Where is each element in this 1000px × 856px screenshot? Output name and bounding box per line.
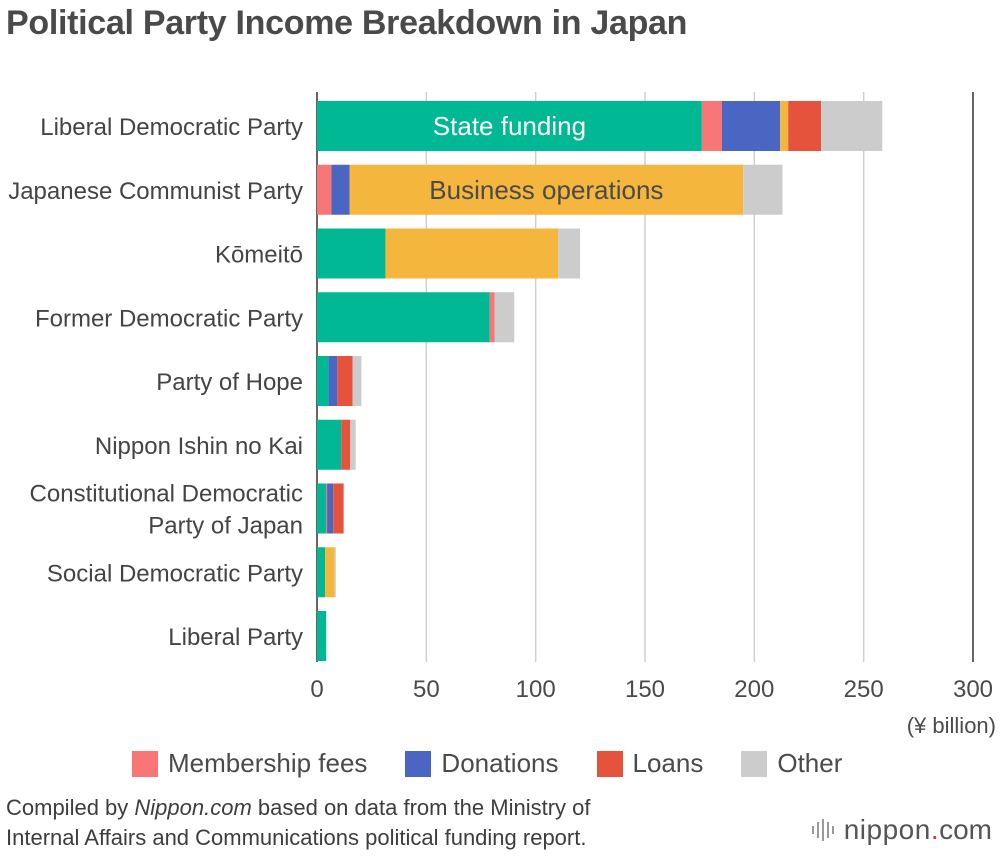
source-line-2: Internal Affairs and Communications poli… xyxy=(6,825,587,850)
x-tick-label: 200 xyxy=(734,676,774,703)
bar-segment xyxy=(317,419,342,470)
bar-segment xyxy=(325,547,335,598)
bar-segment xyxy=(821,101,883,151)
x-tick-label: 100 xyxy=(516,676,556,703)
legend-label: Other xyxy=(777,748,843,778)
source-note: Compiled by Nippon.com based on data fro… xyxy=(6,793,591,853)
legend: Membership fees Donations Loans Other xyxy=(132,748,842,779)
category-label: Social Democratic Party xyxy=(47,560,303,587)
legend-item-membership-fees: Membership fees xyxy=(132,748,367,779)
bar-segment xyxy=(317,164,332,215)
x-tick-label: 250 xyxy=(844,676,884,703)
bar-segment xyxy=(317,547,326,598)
bar-segment xyxy=(385,228,559,279)
x-axis-unit: (¥ billion) xyxy=(907,713,996,738)
source-line1-rest: based on data from the Ministry of xyxy=(251,795,591,820)
legend-swatch xyxy=(405,750,432,777)
bar-segment xyxy=(343,483,345,534)
bar-segment xyxy=(325,483,328,534)
x-tick-label: 300 xyxy=(953,676,993,703)
category-label: Former Democratic Party xyxy=(35,305,303,332)
bar-segment xyxy=(317,611,327,661)
category-label: Liberal Democratic Party xyxy=(40,114,303,141)
bar-segment xyxy=(352,356,362,406)
legend-item-donations: Donations xyxy=(405,748,559,779)
bar-segment xyxy=(317,483,326,534)
stacked-bar-chart: State funding Business operations Liberal… xyxy=(8,92,996,738)
bar-segment xyxy=(341,419,351,470)
bar-segment xyxy=(331,164,350,215)
inline-series-label: State funding xyxy=(433,111,586,141)
bar-segment xyxy=(721,101,781,151)
legend-label: Membership fees xyxy=(168,748,368,778)
legend-swatch xyxy=(132,750,158,777)
legend-swatch xyxy=(741,750,768,777)
inline-series-label: Business operations xyxy=(429,175,663,205)
legend-swatch xyxy=(596,750,623,777)
category-label: Constitutional Democratic xyxy=(30,481,303,508)
bar-segment xyxy=(317,228,386,279)
nippon-logo: nippon.com xyxy=(810,814,992,846)
bar-segment xyxy=(743,164,783,215)
category-label: Liberal Party xyxy=(168,624,303,651)
chart-title: Political Party Income Breakdown in Japa… xyxy=(6,4,688,42)
bar-segment xyxy=(701,101,722,151)
x-tick-label: 150 xyxy=(625,676,665,703)
bar-segment xyxy=(337,356,353,406)
bar-segment xyxy=(350,419,356,470)
sound-wave-icon xyxy=(811,819,834,841)
bar-segment xyxy=(317,292,490,343)
bar-segment xyxy=(349,164,744,215)
bar-segment xyxy=(327,483,334,534)
legend-label: Loans xyxy=(632,748,704,778)
bar-segment xyxy=(494,292,515,343)
bar-segment xyxy=(317,101,702,151)
bar-segment xyxy=(328,356,338,406)
bar-segment xyxy=(780,101,789,151)
bar-segment xyxy=(334,547,336,598)
bar-segment xyxy=(333,483,344,534)
category-labels: Liberal Democratic Party Japanese Communi… xyxy=(8,114,303,651)
x-tick-labels: 0 50 100 150 200 250 300 xyxy=(310,676,993,703)
logo-com: com xyxy=(939,814,992,845)
source-prefix: Compiled by xyxy=(6,795,135,820)
bar-segment xyxy=(788,101,822,151)
bars xyxy=(317,101,883,661)
bar-segment xyxy=(489,292,495,343)
inline-labels: State funding Business operations xyxy=(429,111,663,205)
source-site: Nippon.com xyxy=(134,795,252,820)
category-label: Nippon Ishin no Kai xyxy=(95,433,303,460)
bar-segment xyxy=(558,228,581,279)
bar-segment xyxy=(317,356,329,406)
legend-label: Donations xyxy=(441,748,559,778)
legend-item-loans: Loans xyxy=(596,748,704,779)
logo-dot: . xyxy=(930,814,940,845)
x-tick-label: 50 xyxy=(413,676,440,703)
category-label: Japanese Communist Party xyxy=(8,178,303,205)
logo-word: nippon xyxy=(843,814,931,845)
legend-item-other: Other xyxy=(741,748,842,779)
category-label: Party of Japan xyxy=(148,513,303,540)
category-label: Party of Hope xyxy=(156,369,303,396)
source-line-1: Compiled by Nippon.com based on data fro… xyxy=(6,793,591,823)
x-tick-label: 0 xyxy=(310,676,323,703)
category-label: Kōmeitō xyxy=(215,242,303,269)
